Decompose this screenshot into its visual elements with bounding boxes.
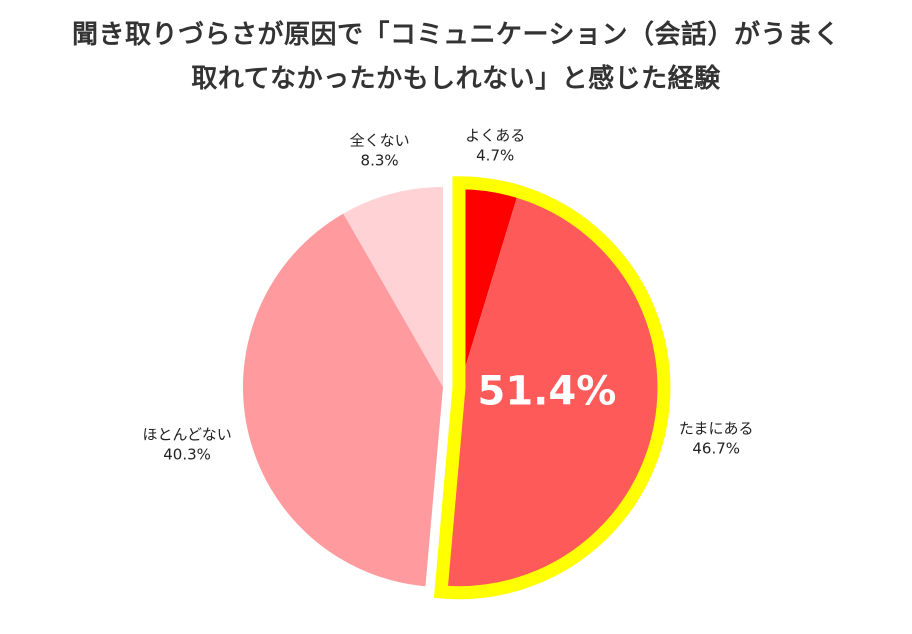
- chart-title-line2: 取れてなかったかもしれない」と感じた経験: [191, 64, 721, 94]
- pie-slice-2: [242, 213, 443, 587]
- slice-labels: よくある 4.7% たまにある 46.7% ほとんどない 40.3% 全くない 8.3%: [142, 126, 753, 463]
- chart-title-line1: 聞き取りづらさが原因で「コミュニケーション（会話）がうまく: [72, 20, 840, 50]
- highlight-percentage: 51.4%: [478, 369, 617, 415]
- slice-label-2: ほとんどない 40.3%: [142, 425, 231, 463]
- pie-slice-1: [441, 196, 659, 588]
- slice-label-1: たまにある 46.7%: [679, 420, 754, 458]
- pie-slice-3: [343, 187, 443, 387]
- pie-slice-0: [458, 187, 518, 388]
- slice-label-0: よくある 4.7%: [465, 126, 525, 164]
- slice-label-3: 全くない 8.3%: [350, 131, 410, 169]
- pie-slices: [242, 187, 659, 588]
- highlight-outline: [433, 176, 671, 600]
